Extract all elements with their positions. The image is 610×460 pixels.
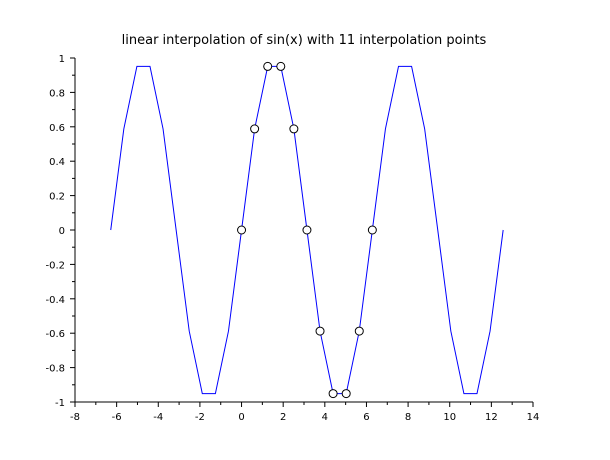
interpolation-point-marker: [341, 389, 351, 399]
x-tick-label: 10: [443, 412, 456, 423]
axes: -8 -6 -4 -2 0 2 4 6 8 10 12 14 -1 -0.8 -0.6 -0.4 -0.2 0 0.…: [45, 54, 539, 423]
interpolation-point-marker: [237, 225, 247, 235]
x-tick-label: 2: [280, 412, 286, 423]
interpolation-point-marker: [276, 61, 286, 71]
y-tick-label: 0.8: [49, 88, 65, 99]
y-tick-label: -1: [55, 398, 65, 409]
x-tick-label: 4: [322, 412, 328, 423]
y-tick-label: -0.2: [45, 260, 65, 271]
y-tick-label: 0.4: [49, 157, 65, 168]
x-tick-label: -2: [195, 412, 205, 423]
y-tick-label: 0.2: [49, 192, 65, 203]
interpolation-point-marker: [263, 61, 273, 71]
interpolation-point-marker: [302, 225, 312, 235]
x-tick-label: -8: [70, 412, 80, 423]
y-tick-label: 0.6: [49, 123, 65, 134]
y-tick-label: -0.6: [45, 329, 65, 340]
interpolation-point-marker: [250, 124, 260, 134]
x-tick-label: 8: [405, 412, 411, 423]
series-markers-group: [237, 61, 377, 399]
y-tick-label: 0: [59, 226, 65, 237]
interpolation-point-marker: [354, 326, 364, 336]
interpolation-point-marker: [367, 225, 377, 235]
y-tick-label: 1: [59, 54, 65, 65]
y-tick-label: -0.4: [45, 295, 65, 306]
x-tick-label: 12: [485, 412, 498, 423]
x-tick-label: -6: [112, 412, 122, 423]
x-tick-label: -4: [153, 412, 163, 423]
chart-title: linear interpolation of sin(x) with 11 i…: [122, 33, 487, 48]
y-tick-label: -0.8: [45, 364, 65, 375]
interpolation-point-marker: [315, 326, 325, 336]
interpolation-point-marker: [289, 124, 299, 134]
x-tick-label: 0: [238, 412, 244, 423]
x-tick-label: 6: [363, 412, 369, 423]
x-tick-label: 14: [527, 412, 540, 423]
interpolation-point-marker: [328, 389, 338, 399]
